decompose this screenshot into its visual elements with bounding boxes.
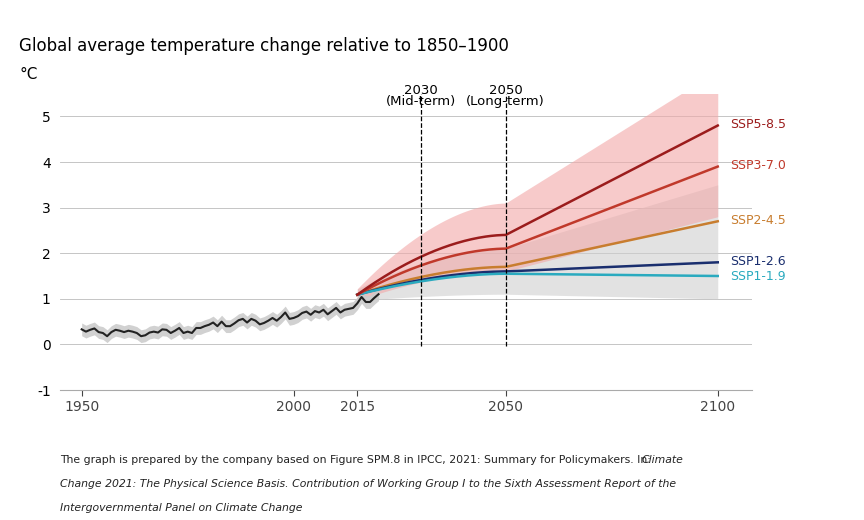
Text: (Long-term): (Long-term) xyxy=(467,95,545,108)
Text: SSP1-2.6: SSP1-2.6 xyxy=(730,255,786,268)
Text: SSP2-4.5: SSP2-4.5 xyxy=(730,214,786,227)
Text: Climate: Climate xyxy=(641,455,683,465)
Text: 2050: 2050 xyxy=(489,84,523,97)
Text: SSP1-1.9: SSP1-1.9 xyxy=(730,269,786,282)
Text: Change 2021: The Physical Science Basis. Contribution of Working Group I to the : Change 2021: The Physical Science Basis.… xyxy=(60,479,677,489)
Text: °C: °C xyxy=(19,67,37,82)
Text: 2030: 2030 xyxy=(404,84,438,97)
Text: The graph is prepared by the company based on Figure SPM.8 in IPCC, 2021: Summar: The graph is prepared by the company bas… xyxy=(60,455,655,465)
Text: Intergovernmental Panel on Climate Change: Intergovernmental Panel on Climate Chang… xyxy=(60,503,303,513)
Text: (Mid-term): (Mid-term) xyxy=(386,95,456,108)
Text: SSP3-7.0: SSP3-7.0 xyxy=(730,159,786,172)
Text: Global average temperature change relative to 1850–1900: Global average temperature change relati… xyxy=(19,37,509,55)
Text: SSP5-8.5: SSP5-8.5 xyxy=(730,118,786,131)
